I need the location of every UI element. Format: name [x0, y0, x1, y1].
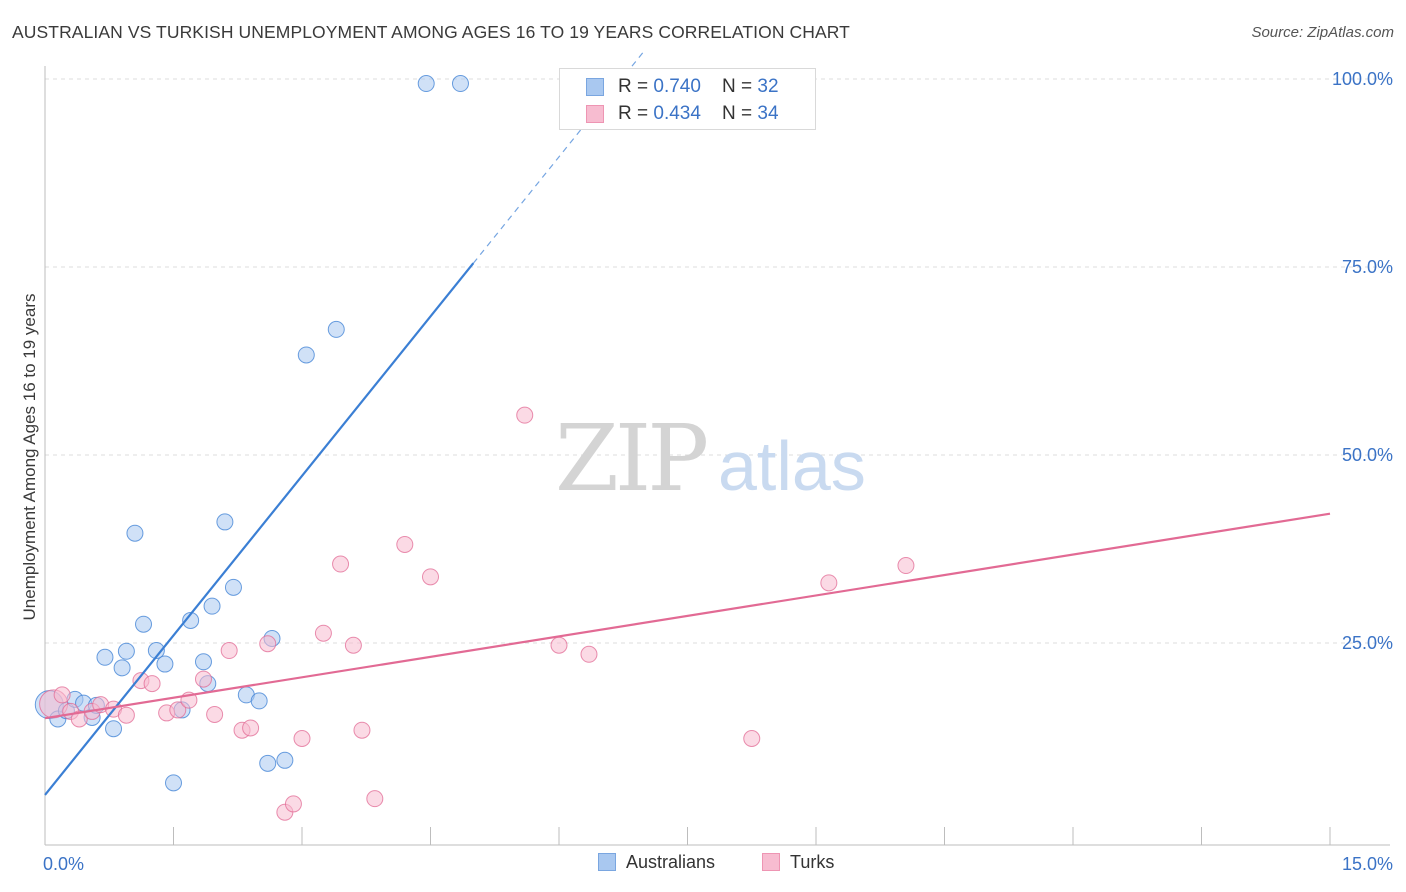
legend-n-label: N =: [722, 103, 758, 124]
point-turks: [143, 675, 161, 693]
legend-r-label: R =: [618, 103, 654, 124]
point-turks: [206, 705, 224, 723]
point-turks: [70, 710, 88, 728]
trend-extension-australians: [472, 50, 646, 264]
legend-n-label: N =: [722, 76, 758, 97]
point-turks: [259, 635, 277, 653]
watermark: ZIP atlas: [555, 405, 866, 512]
legend-label-australians: Australians: [626, 852, 716, 872]
gridlines: [45, 78, 1390, 644]
point-turks: [314, 624, 332, 642]
point-turks: [422, 568, 439, 586]
legend-n-value: 34: [757, 103, 779, 124]
point-turks: [117, 706, 135, 724]
legend-r-label: R =: [618, 76, 654, 97]
watermark-zip: ZIP: [555, 405, 706, 512]
point-turks: [580, 645, 598, 663]
point-australians: [216, 513, 234, 531]
legend-swatch-turks: [586, 105, 604, 123]
y-tick-label: 50.0%: [1342, 445, 1393, 465]
legend-text-turks: R = 0.434 N = 34: [618, 103, 779, 125]
point-australians: [259, 754, 277, 772]
x-tick-label: 15.0%: [1342, 854, 1393, 874]
legend-label-turks: Turks: [790, 852, 835, 872]
point-australians: [451, 75, 469, 93]
point-turks: [516, 406, 534, 424]
point-turks: [344, 636, 362, 654]
point-turks: [242, 719, 260, 737]
point-australians: [113, 659, 131, 677]
point-turks: [820, 574, 838, 592]
point-australians: [126, 524, 144, 542]
point-turks: [396, 535, 414, 553]
y-axis-label: Unemployment Among Ages 16 to 19 years: [20, 293, 39, 621]
point-australians: [135, 615, 153, 633]
point-turks: [897, 557, 915, 575]
point-australians: [297, 346, 315, 364]
point-australians: [165, 774, 182, 792]
correlation-legend: R = 0.740 N = 32 R = 0.434 N = 34: [559, 68, 816, 130]
trend-lines: [44, 50, 1331, 796]
tick-labels: 25.0% 50.0% 75.0% 100.0% 0.0% 15.0%: [43, 69, 1393, 874]
point-turks: [353, 721, 371, 739]
trend-line-australians: [44, 262, 475, 796]
point-australians: [147, 642, 165, 660]
legend-text-australians: R = 0.740 N = 32: [618, 76, 779, 98]
point-australians: [96, 648, 114, 666]
x-tick-label: 0.0%: [43, 854, 84, 874]
point-turks: [743, 730, 761, 748]
legend-swatch-turks: [762, 853, 780, 871]
point-australians: [224, 578, 242, 596]
point-australians: [194, 653, 212, 671]
legend-r-value: 0.740: [653, 76, 701, 97]
trend-line-turks: [44, 512, 1331, 720]
legend-r-value: 0.434: [653, 103, 701, 124]
point-turks: [550, 636, 568, 654]
point-australians: [417, 75, 435, 93]
point-australians: [105, 720, 123, 738]
point-australians: [276, 751, 294, 769]
chart-title: AUSTRALIAN VS TURKISH UNEMPLOYMENT AMONG…: [12, 22, 850, 42]
point-turks: [194, 670, 212, 688]
point-turks: [284, 795, 302, 813]
point-turks: [53, 686, 71, 704]
point-turks: [169, 701, 187, 719]
legend-swatch-australians: [586, 78, 604, 96]
legend-n-value: 32: [757, 76, 779, 97]
point-australians: [156, 655, 174, 673]
point-turks: [366, 790, 384, 808]
legend-swatch-australians: [598, 853, 616, 871]
point-turks: [220, 642, 238, 660]
source-label: Source: ZipAtlas.com: [1251, 24, 1394, 41]
point-australians: [327, 320, 345, 338]
point-turks: [332, 555, 350, 573]
point-australians: [117, 642, 135, 660]
legend-item-turks: Turks: [762, 852, 834, 873]
point-turks: [293, 730, 311, 748]
watermark-atlas: atlas: [718, 427, 866, 505]
data-points: [34, 75, 915, 821]
y-tick-label: 25.0%: [1342, 633, 1393, 653]
point-australians: [203, 597, 221, 615]
y-tick-label: 75.0%: [1342, 257, 1393, 277]
point-australians: [250, 692, 268, 710]
legend-item-australians: Australians: [598, 852, 715, 873]
y-tick-label: 100.0%: [1332, 69, 1393, 89]
